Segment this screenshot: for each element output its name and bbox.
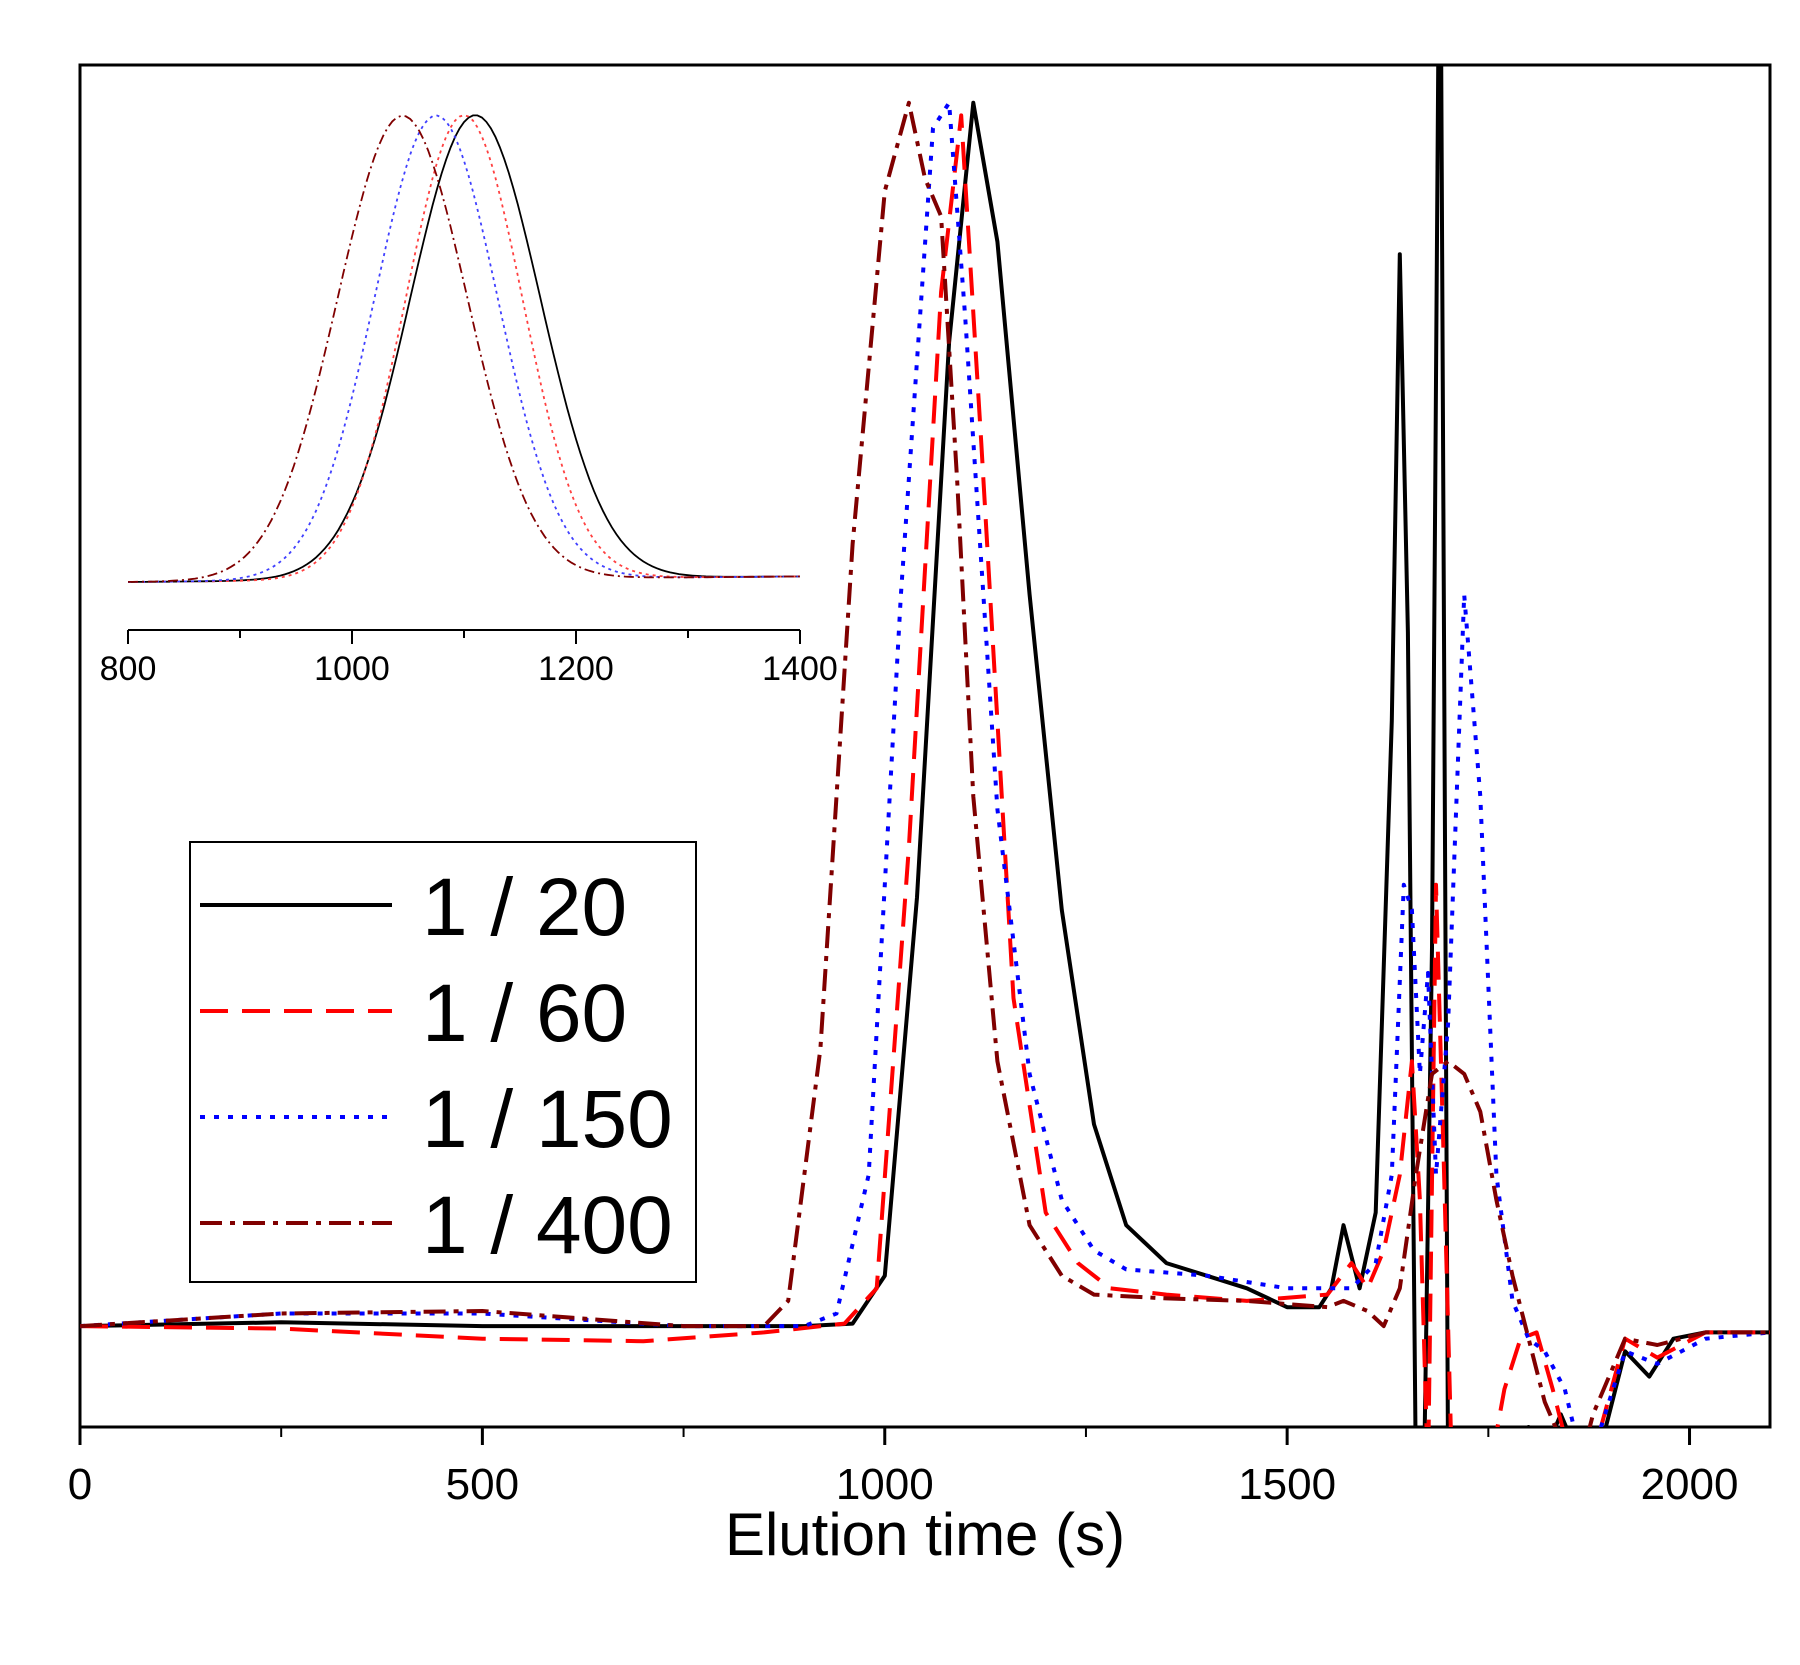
inset-x-tick-label: 1400 <box>762 650 838 688</box>
main-series-group <box>80 65 1770 1427</box>
legend-label-2: 1 / 150 <box>422 1074 673 1165</box>
x-tick-label: 2000 <box>1641 1460 1739 1509</box>
inset-series-line-1 <box>128 114 801 583</box>
main-x-axis: 0 500 1000 1500 2000 <box>68 1427 1739 1509</box>
inset-x-tick-label: 1200 <box>538 650 614 688</box>
inset-chart: 800 1000 1200 1400 <box>100 114 838 688</box>
legend-label-3: 1 / 400 <box>422 1180 673 1271</box>
x-tick-label: 500 <box>446 1460 519 1509</box>
legend-label-1: 1 / 60 <box>422 968 627 1059</box>
series-line-2 <box>80 100 1770 1427</box>
inset-series-line-2 <box>128 114 801 583</box>
legend-box <box>189 841 697 1283</box>
x-tick-label: 0 <box>68 1460 92 1509</box>
inset-x-tick-label: 800 <box>100 650 157 688</box>
plot-frame <box>78 63 1772 1429</box>
series-line-3 <box>80 100 1770 1427</box>
series-line-0 <box>80 65 1770 1427</box>
x-axis-title: Elution time (s) <box>725 1501 1125 1568</box>
x-tick-label: 1000 <box>836 1460 934 1509</box>
x-tick-label: 1500 <box>1238 1460 1336 1509</box>
inset-x-tick-label: 1000 <box>314 650 390 688</box>
series-line-1 <box>80 113 1770 1427</box>
inset-series-line-3 <box>128 114 801 583</box>
legend: 1 / 20 1 / 60 1 / 150 1 / 400 <box>189 841 697 1283</box>
inset-series-line-0 <box>128 114 801 583</box>
legend-label-0: 1 / 20 <box>422 862 627 953</box>
